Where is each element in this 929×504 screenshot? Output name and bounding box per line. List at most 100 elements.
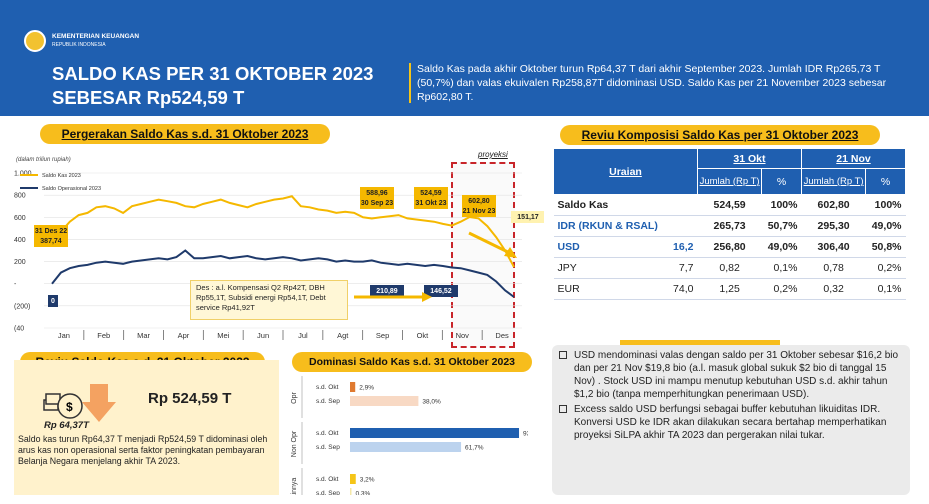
cell-p2: 49,0%: [865, 215, 906, 237]
cell-v1: 0,82: [697, 257, 762, 279]
x-tick-label: Jun: [257, 331, 269, 340]
cell-v1: 524,59: [697, 194, 762, 216]
composition-table: Uraian 31 Okt 21 Nov Jumlah (Rp T) % Jum…: [553, 148, 907, 300]
org-name-main: KEMENTERIAN KEUANGAN: [52, 33, 140, 40]
cell-usd: [667, 215, 698, 237]
y-tick-label: 800: [14, 193, 26, 200]
dominasi-bar: [350, 488, 352, 495]
dominasi-bar-chart: Opr s.d. Okt 2,9% s.d. Sep 38,0% Non Opr s.d. …: [291, 376, 528, 496]
y-tick-label: 600: [14, 215, 26, 222]
header-date2: 21 Nov: [800, 148, 907, 169]
group-label: Non Opr: [291, 430, 298, 457]
cell-label: IDR (RKUN & RSAL): [553, 215, 668, 237]
cell-p1: 50,7%: [761, 215, 802, 237]
annotation-box: [511, 211, 544, 223]
legend-label: Saldo Kas 2023: [42, 173, 81, 179]
table-row: EUR 74,0 1,25 0,2% 0,32 0,1%: [553, 278, 906, 300]
bar-value-label: 2,9%: [359, 385, 374, 392]
cell-v1: 265,73: [697, 215, 762, 237]
money-bag-down-arrow-icon: $: [43, 384, 116, 422]
org-name-sub: REPUBLIK INDONESIA: [52, 42, 106, 48]
callout-arrowhead: [422, 292, 432, 302]
chart-annotation: 524,59 31 Okt 23: [414, 187, 448, 209]
projection-arrowhead: [504, 247, 517, 258]
checkbox-square-icon: [559, 405, 567, 413]
projection-arrow: [468, 231, 515, 257]
x-tick-label: Mei: [217, 331, 229, 340]
table-row: Saldo Kas 524,59 100% 602,80 100%: [553, 194, 906, 216]
header-banner: KEMENTERIAN KEUANGAN REPUBLIK INDONESIA …: [0, 0, 929, 116]
annotation-text: 151,17: [517, 214, 539, 221]
header-jumlah-2: Jumlah (Rp T): [800, 168, 867, 195]
bar-category-label: s.d. Okt: [316, 430, 339, 437]
chart-annotation: 602,80 21 Nov 23: [462, 195, 496, 217]
dominasi-bar: [350, 442, 462, 452]
group-label: Lainnya: [291, 478, 298, 495]
annotation-box: [48, 295, 58, 307]
y-tick-label: (200): [14, 303, 30, 310]
annotation-box: [34, 225, 68, 247]
movement-title: Pergerakan Saldo Kas s.d. 31 Oktober 202…: [40, 124, 330, 144]
note-text-2: Excess saldo USD berfungsi sebagai buffe…: [574, 404, 887, 441]
title-line1: SALDO KAS PER 31 OKTOBER 2023: [52, 63, 374, 84]
bar-value-label: 38,0%: [422, 399, 441, 406]
chart-annotation: 210,89: [370, 285, 404, 297]
dominasi-bar: [350, 396, 419, 406]
table-row: USD 16,2 256,80 49,0% 306,40 50,8%: [553, 236, 906, 258]
cell-v2: 0,78: [801, 257, 866, 279]
cell-p2: 0,1%: [865, 278, 906, 300]
cell-p1: 0,1%: [761, 257, 802, 279]
cell-usd: 7,7: [667, 257, 698, 279]
header-jumlah-2-text: Jumlah (Rp T): [803, 176, 864, 187]
title-line2: SEBESAR Rp524,59 T: [52, 87, 245, 108]
cell-p1: 49,0%: [761, 236, 802, 258]
cell-p1: 0,2%: [761, 278, 802, 300]
review-amount: Rp 524,59 T: [148, 390, 232, 407]
chart-annotation: 146,52: [424, 285, 458, 297]
annotation-box: [462, 195, 496, 217]
cell-v2: 306,40: [801, 236, 866, 258]
bar-category-label: s.d. Sep: [316, 398, 340, 405]
projection-label: proyeksi: [478, 150, 508, 159]
dominasi-bar: [350, 428, 520, 438]
bar-category-label: s.d. Sep: [316, 490, 340, 495]
bar-value-label: 61,7%: [465, 445, 484, 452]
cell-usd: 16,2: [667, 236, 698, 258]
header-pct-2: %: [865, 168, 906, 195]
annotation-text: 0: [51, 298, 55, 305]
x-tick-label: Apr: [178, 331, 190, 340]
table-title: Reviu Komposisi Saldo Kas per 31 Oktober…: [560, 125, 880, 145]
y-tick-label: 200: [14, 259, 26, 266]
cell-usd: 74,0: [667, 278, 698, 300]
header-uraian: Uraian: [553, 148, 698, 195]
bar-value-label: 0,3%: [356, 491, 371, 496]
bar-category-label: s.d. Okt: [316, 476, 339, 483]
annotation-box: [370, 285, 404, 297]
annotation-text: 31 Okt 23: [415, 200, 446, 207]
svg-text:$: $: [66, 400, 73, 414]
annotation-box: [414, 187, 448, 209]
x-tick-label: Nov: [456, 331, 470, 340]
title-divider: [409, 63, 411, 103]
header-date2-text: 21 Nov: [836, 152, 871, 165]
cell-v2: 295,30: [801, 215, 866, 237]
header-date1-text: 31 Okt: [733, 152, 766, 165]
org-name: KEMENTERIAN KEUANGAN REPUBLIK INDONESIA: [52, 33, 139, 49]
chart-annotation: 151,17: [511, 211, 544, 223]
chart-annotation: 588,96 30 Sep 23: [360, 187, 394, 209]
chart-unit-note: (dalam triliun rupiah): [16, 157, 71, 163]
cell-p2: 100%: [865, 194, 906, 216]
x-tick-label: Okt: [417, 331, 430, 340]
dominasi-bar: [350, 382, 356, 392]
group-label: Opr: [291, 391, 298, 403]
december-callout: Des : a.l. Kompensasi Q2 Rp42T, DBH Rp55…: [190, 280, 348, 320]
note-text-1: USD mendominasi valas dengan saldo per 3…: [574, 350, 899, 400]
annotation-box: [360, 187, 394, 209]
x-tick-label: Sep: [376, 331, 389, 340]
y-tick-label: -: [14, 281, 17, 288]
ministry-logo-icon: [24, 30, 46, 52]
annotation-text: 210,89: [376, 288, 398, 295]
notes-panel: USD mendominasi valas dengan saldo per 3…: [552, 345, 910, 495]
checkbox-square-icon: [559, 351, 567, 359]
annotation-text: 30 Sep 23: [361, 200, 393, 207]
